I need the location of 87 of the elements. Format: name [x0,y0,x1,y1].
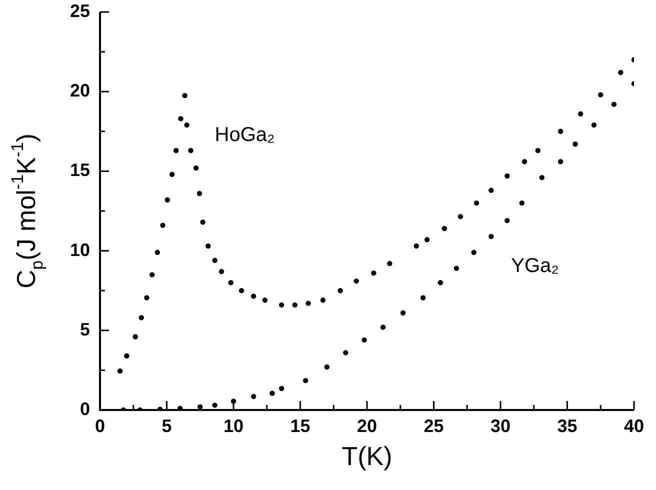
x-tick-label: 0 [94,416,106,436]
point [306,300,311,306]
point [182,92,188,98]
point [206,243,211,249]
point [414,243,419,249]
point [504,218,510,224]
point [572,142,578,147]
point [539,174,544,180]
point [117,368,123,374]
point [320,298,326,303]
point [132,334,138,340]
y-tick-label: 20 [70,80,90,101]
point [519,200,524,206]
point [250,294,256,299]
point [138,315,144,320]
x-axis-title: T(K) [342,441,392,472]
point [124,353,130,358]
point [488,188,494,193]
point [458,214,464,220]
y-tick-label: 15 [70,160,90,180]
point [196,190,202,196]
point [343,350,348,356]
point [188,148,194,154]
point [454,266,460,271]
point [488,234,494,240]
x-tick-label: 35 [557,416,578,436]
point [362,337,367,343]
point [504,173,510,179]
point [218,268,224,274]
y-axis-title: Cp(J mol-1K-1) [8,133,47,288]
y-tick-label: 10 [70,240,90,260]
point [250,394,256,400]
point [144,295,150,300]
point [535,148,540,154]
series-label: HoGa₂ [214,124,275,146]
point [420,295,426,300]
point [522,159,528,164]
point [270,390,275,396]
point [618,70,624,76]
point [598,92,604,98]
series-label: YGa₂ [511,254,559,277]
point [278,302,284,308]
y-tick-label: 25 [70,0,90,21]
point [387,260,392,266]
point [212,258,218,263]
point [380,324,386,330]
point [471,250,476,255]
point [173,148,179,154]
x-tick-label: 10 [223,416,244,436]
point [371,270,376,276]
point [324,364,330,370]
point [400,310,406,316]
y-tick-label: 0 [80,398,90,419]
point [292,302,298,308]
point [154,250,160,255]
y-tick-label: 5 [80,319,90,340]
point [200,220,206,225]
x-tick-label: 20 [356,416,378,436]
point [194,165,199,171]
point [238,288,244,294]
point [442,226,448,232]
point [591,122,597,128]
point [212,402,218,408]
point [302,378,308,384]
point [178,116,184,122]
point [228,280,234,286]
point [160,222,166,228]
point [262,298,268,303]
point [424,237,430,242]
x-tick-label: 25 [424,416,444,436]
x-tick-label: 15 [290,416,310,436]
point [149,272,155,278]
point [438,280,444,286]
point [354,278,359,284]
point [558,128,564,134]
point [169,172,175,177]
point [558,159,564,164]
point [184,122,190,128]
point [338,288,343,294]
point [164,197,170,202]
x-tick-label: 40 [624,416,644,436]
x-tick-label: 5 [162,416,172,436]
point [578,111,584,116]
point [474,200,480,206]
point [278,386,284,392]
point [611,102,617,107]
x-tick-label: 30 [490,416,511,436]
